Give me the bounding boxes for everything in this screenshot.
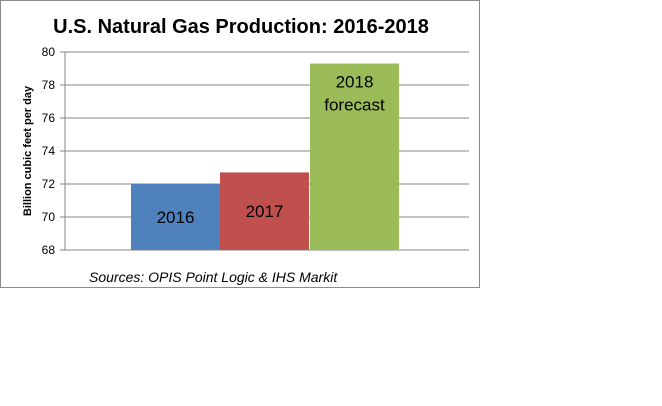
bar-data-label: forecast (324, 96, 385, 115)
bar-data-label: 2017 (246, 202, 284, 221)
bar-2018 (310, 63, 399, 250)
bar-2016 (131, 184, 220, 250)
bar-2017 (220, 172, 309, 250)
source-note: Sources: OPIS Point Logic & IHS Markit (89, 269, 338, 285)
y-axis-label: Billion cubic feet per day (22, 85, 34, 216)
y-tick-label: 80 (42, 45, 56, 59)
y-tick-label: 78 (42, 78, 56, 92)
chart-frame: U.S. Natural Gas Production: 2016-2018 6… (0, 0, 480, 288)
bars: 2016 2017 2018 forecast (131, 63, 399, 250)
bar-data-label: 2016 (157, 208, 195, 227)
bar-data-label: 2018 (336, 73, 374, 92)
y-tick-label: 74 (42, 144, 56, 158)
y-axis-ticks: 68 70 72 74 76 78 80 (42, 45, 56, 257)
y-tick-label: 70 (42, 210, 56, 224)
y-tick-label: 76 (42, 111, 56, 125)
y-tick-label: 72 (42, 177, 56, 191)
bar-chart: U.S. Natural Gas Production: 2016-2018 6… (22, 16, 469, 285)
chart-title: U.S. Natural Gas Production: 2016-2018 (53, 16, 429, 38)
y-tick-label: 68 (42, 243, 56, 257)
